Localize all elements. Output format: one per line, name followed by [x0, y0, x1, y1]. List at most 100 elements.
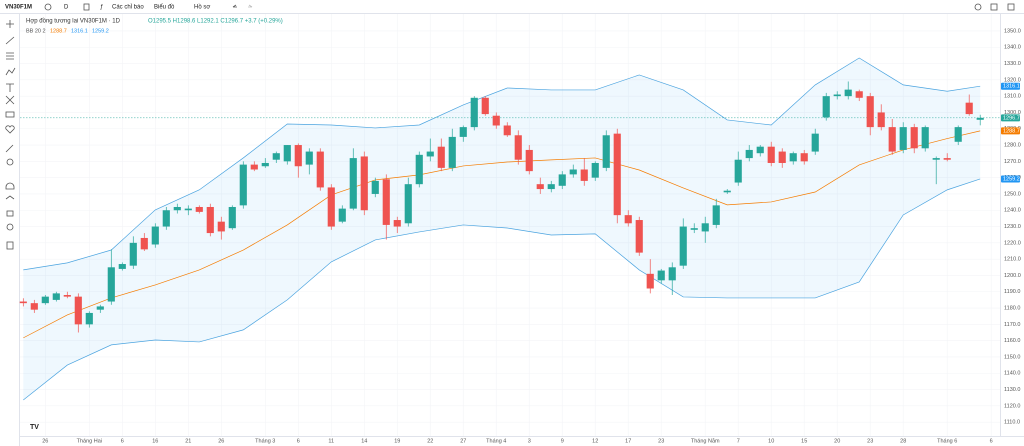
y-tick-label: 1210.0: [1004, 257, 1021, 263]
trash[interactable]: [6, 241, 14, 250]
candle-body: [327, 187, 335, 227]
y-tick-label: 1220.0: [1004, 240, 1021, 246]
candle-body: [635, 220, 643, 253]
x-tick-label: Tháng 3: [255, 438, 275, 444]
interval[interactable]: D: [64, 5, 69, 11]
chart-title: Hợp đồng tương lai VN30F1M · 1D: [26, 19, 121, 25]
indicator-basis: 1288.7: [50, 28, 67, 34]
indicators[interactable]: Các chỉ báo: [112, 4, 144, 11]
y-tick-label: 1180.0: [1004, 306, 1020, 312]
y-tick-label: 1140.0: [1004, 371, 1020, 377]
plot: [19, 14, 1000, 436]
zoom[interactable]: [6, 158, 14, 166]
snapshot[interactable]: [1007, 3, 1015, 11]
candle-body: [712, 205, 720, 225]
prediction-tool[interactable]: [5, 95, 15, 105]
candle-body: [118, 264, 126, 269]
lock[interactable]: [6, 210, 14, 217]
favorites[interactable]: [5, 125, 15, 134]
upper-price-tag-bg: [1001, 82, 1020, 90]
text-tool[interactable]: [6, 83, 14, 92]
candle-body: [734, 159, 742, 183]
redo[interactable]: [248, 4, 253, 8]
y-tick-label: 1160.0: [1004, 338, 1020, 344]
candle-body: [767, 146, 775, 163]
candle-body: [778, 151, 786, 163]
y-tick-label: 1250.0: [1004, 191, 1021, 197]
candle-body: [195, 206, 203, 212]
candle-body: [580, 169, 588, 181]
candle-body: [217, 221, 225, 232]
candle-body: [239, 164, 247, 206]
x-tick-label: 23: [867, 438, 873, 444]
layout[interactable]: Biểu đồ: [154, 4, 175, 11]
pattern-tool[interactable]: [5, 67, 16, 76]
y-tick-label: 1190.0: [1004, 289, 1020, 295]
candle-body: [525, 149, 533, 172]
candle-body: [19, 301, 27, 304]
candle-body: [679, 226, 687, 266]
candle-body: [492, 115, 500, 126]
candle-body: [844, 89, 852, 97]
undo[interactable]: [232, 4, 237, 8]
candle-body: [547, 184, 555, 190]
x-tick-label: 17: [625, 438, 631, 444]
x-tick-label: 23: [658, 438, 664, 444]
add-symbol[interactable]: [44, 3, 52, 11]
fullscreen[interactable]: [990, 3, 998, 11]
candle-body: [877, 112, 885, 128]
indicator-upper: 1316.1: [71, 28, 88, 34]
candle-body: [338, 208, 346, 222]
magnet[interactable]: [5, 182, 15, 190]
candle-body: [536, 184, 544, 190]
candle-body: [96, 306, 104, 310]
x-tick-label: 26: [42, 438, 48, 444]
candle-body: [426, 151, 434, 157]
x-tick-label: 28: [900, 438, 906, 444]
x-tick-label: 6: [121, 438, 124, 444]
candle-body: [668, 267, 676, 281]
candle-body: [85, 312, 93, 325]
chart-style[interactable]: [83, 3, 90, 11]
candle-body: [701, 223, 709, 232]
logo: TV: [30, 424, 39, 431]
profile[interactable]: Hồ sơ: [194, 5, 210, 11]
settings[interactable]: [974, 3, 982, 11]
candle-body: [943, 158, 951, 160]
candle-body: [74, 296, 82, 325]
candle-body: [921, 127, 929, 149]
crosshair-tool[interactable]: [6, 20, 14, 28]
indicators-button[interactable]: ƒ: [100, 5, 103, 11]
candle-body: [558, 174, 566, 186]
band-line: [23, 57, 981, 271]
measure-tool[interactable]: [5, 111, 15, 118]
upper-price-tag: 1316.1: [1003, 84, 1020, 90]
candle-body: [811, 133, 819, 152]
candle-body: [272, 153, 280, 160]
candle-body: [690, 228, 698, 230]
band-line: [23, 130, 981, 339]
candle-body: [371, 180, 379, 194]
x-tick-label: Tháng Hai: [77, 438, 102, 444]
candle-body: [888, 127, 896, 152]
candle-body: [261, 162, 269, 167]
lower-price-tag-bg: [1001, 175, 1020, 183]
candle-body: [173, 206, 181, 211]
fib-tool[interactable]: [6, 52, 14, 60]
candle-body: [646, 273, 654, 289]
visibility[interactable]: [6, 223, 14, 231]
y-tick-label: 1110.0: [1004, 420, 1020, 426]
y-tick-label: 1320.0: [1004, 77, 1021, 83]
ruler[interactable]: [5, 144, 14, 153]
x-tick-label: 7: [737, 438, 740, 444]
trendline-tool[interactable]: [5, 36, 15, 45]
y-tick-label: 1300.0: [1004, 110, 1021, 116]
x-tick-label: 20: [834, 438, 840, 444]
ohlc-values: O1295.5 H1298.6 L1292.1 C1296.7 +3.7 (+0…: [148, 19, 283, 25]
x-tick-label: 22: [427, 438, 433, 444]
symbol[interactable]: VN30F1M: [5, 5, 32, 11]
candle-body: [569, 169, 577, 175]
candle-body: [382, 179, 390, 225]
x-tick-label: 21: [185, 438, 191, 444]
stay-drawing[interactable]: [5, 195, 15, 200]
